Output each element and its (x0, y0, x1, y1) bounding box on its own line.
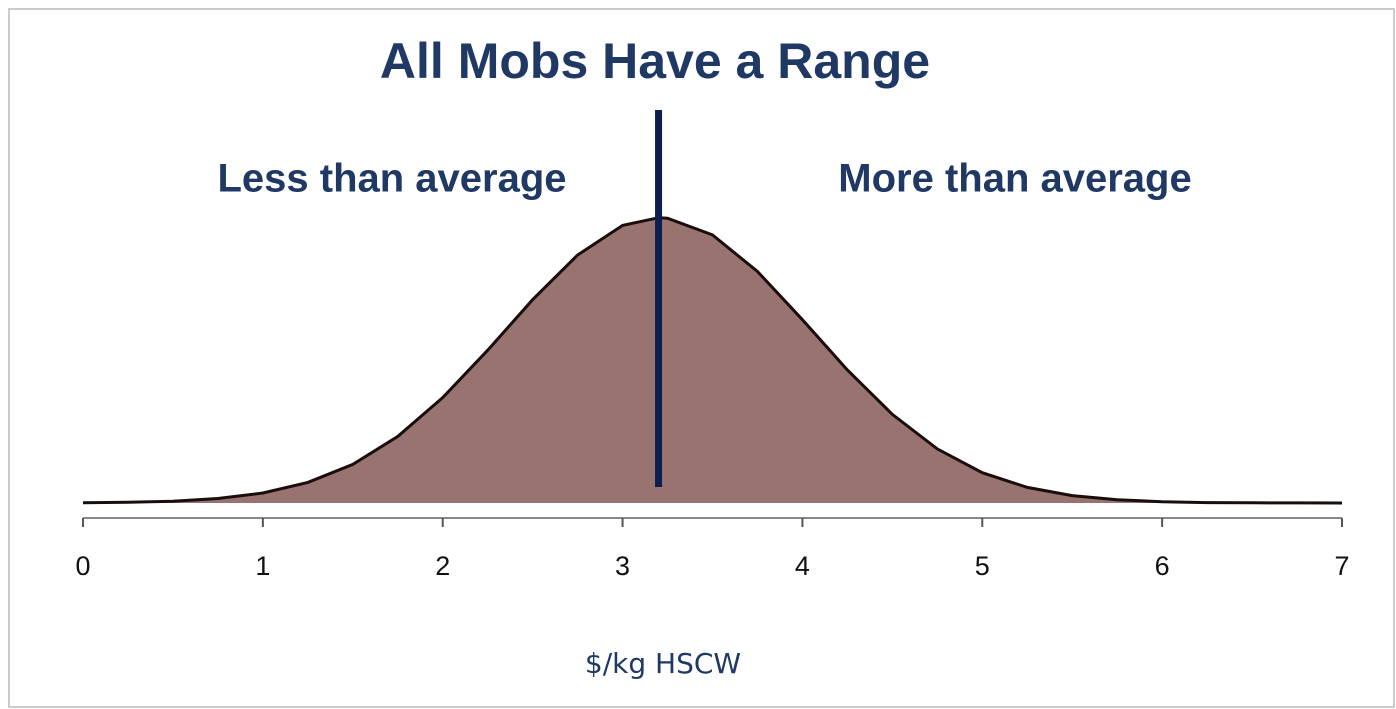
x-tick-label: 4 (795, 551, 810, 581)
area (83, 217, 1342, 503)
chart-title: All Mobs Have a Range (380, 33, 930, 89)
x-tick-label: 6 (1155, 551, 1170, 581)
x-tick-label: 0 (75, 551, 90, 581)
curve-line (82, 216, 1343, 505)
annotation: Less than average (217, 157, 566, 201)
x-tick-label: 2 (435, 551, 450, 581)
x-tick-label: 5 (975, 551, 990, 581)
x-tick-label: 7 (1334, 551, 1349, 581)
x-tick-label: 3 (615, 551, 630, 581)
annotation: More than average (838, 157, 1191, 201)
x-axis-label: $/kg HSCW (585, 647, 741, 680)
x-tick-label: 1 (255, 551, 270, 581)
frame (8, 8, 1395, 708)
